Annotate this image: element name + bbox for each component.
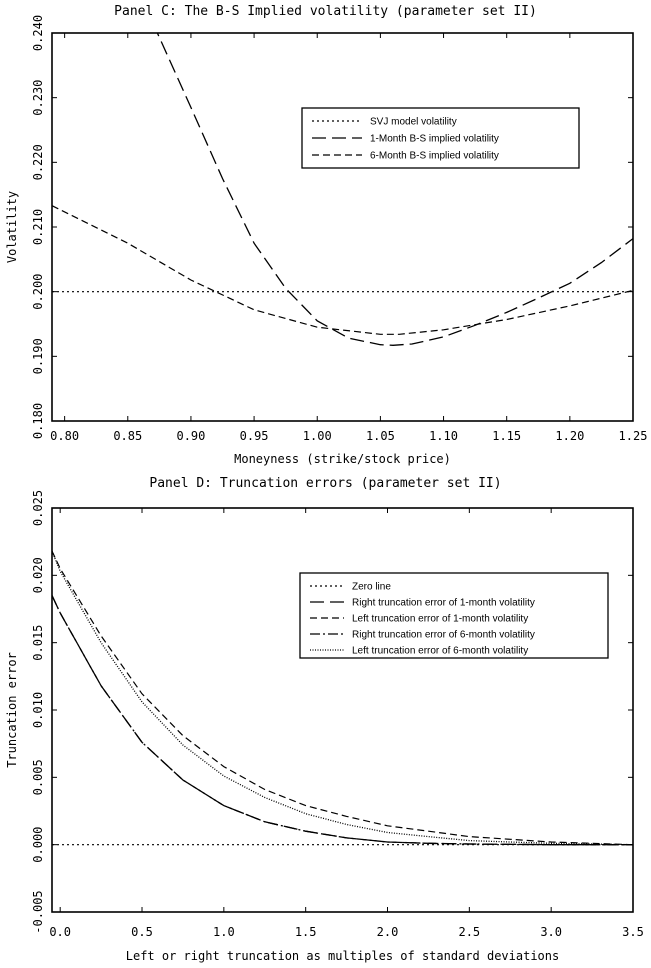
panel-c-chart: 0.80 0.85 0.90 0.95 1.00 1.05 1.10 1.15 1.20 1.25… [5,15,647,466]
legend-entry: Left truncation error of 6-month volatil… [352,646,528,657]
x-tick-label: 1.10 [429,429,458,443]
legend: Zero line Right truncation error of 1-mon… [299,572,609,659]
legend-entry: Zero line [352,582,391,593]
legend-entry: Left truncation error of 1-month volatil… [352,614,528,625]
series-line-4 [52,595,633,846]
series-line-2 [156,33,633,346]
x-tick-label: 1.00 [303,429,332,443]
series-line-3 [52,550,633,846]
panel-d-title: Panel D: Truncation errors (parameter se… [149,476,502,491]
y-tick-label: 0.005 [31,759,45,795]
y-tick-label: 0.240 [31,15,45,51]
series-line-2 [52,595,633,846]
y-tick-label: 0.220 [31,144,45,180]
x-tick-label: 3.5 [622,925,644,939]
legend-entry: 1-Month B-S implied volatility [370,134,499,145]
plot-frame [51,32,634,422]
x-tick-label: 0.85 [113,429,142,443]
x-tick-label: 0.80 [50,429,79,443]
y-tick-label: 0.190 [31,338,45,374]
y-tick-label: 0.230 [31,80,45,116]
series-line-3 [52,205,633,335]
y-tick-label: 0.025 [31,490,45,526]
x-tick-label: 0.5 [131,925,153,939]
panel-d-chart: 0.0 0.5 1.0 1.5 2.0 2.5 3.0 3.5 -0.005 0.000 0.005… [5,490,644,963]
x-tick-label: 0.95 [240,429,269,443]
legend-entry: 6-Month B-S implied volatility [370,151,499,162]
y-tick-label: 0.200 [31,274,45,310]
y-tick-label: 0.015 [31,625,45,661]
y-axis-label: Volatility [5,191,19,263]
legend-entry: Right truncation error of 1-month volati… [352,598,535,609]
x-tick-label: 1.5 [295,925,317,939]
x-tick-label: 3.0 [540,925,562,939]
x-tick-label: 1.20 [555,429,584,443]
x-tick-label: 2.5 [458,925,480,939]
plot-frame [51,507,634,913]
x-tick-label: 1.0 [213,925,235,939]
panel-c-title: Panel C: The B-S Implied volatility (par… [114,4,537,19]
x-tick-label: 1.15 [492,429,521,443]
x-axis-label: Left or right truncation as multiples of… [126,949,559,963]
x-tick-label: 0.90 [176,429,205,443]
y-tick-label: 0.210 [31,209,45,245]
legend-entry: Right truncation error of 6-month volati… [352,630,535,641]
y-tick-label: 0.000 [31,827,45,863]
legend-box [301,107,580,169]
y-axis-label: Truncation error [5,652,19,768]
x-tick-label: 2.0 [377,925,399,939]
legend-box [299,572,609,659]
y-tick-label: 0.180 [31,403,45,439]
y-tick-label: 0.010 [31,692,45,728]
y-tick-label: -0.005 [31,890,45,933]
series-line-5 [52,550,633,846]
x-tick-label: 1.25 [619,429,648,443]
x-tick-label: 1.05 [366,429,395,443]
x-axis-label: Moneyness (strike/stock price) [234,452,451,466]
legend-entry: SVJ model volatility [370,117,457,128]
legend: SVJ model volatility 1-Month B-S implied … [301,107,580,169]
y-tick-label: 0.020 [31,557,45,593]
x-tick-label: 0.0 [49,925,71,939]
